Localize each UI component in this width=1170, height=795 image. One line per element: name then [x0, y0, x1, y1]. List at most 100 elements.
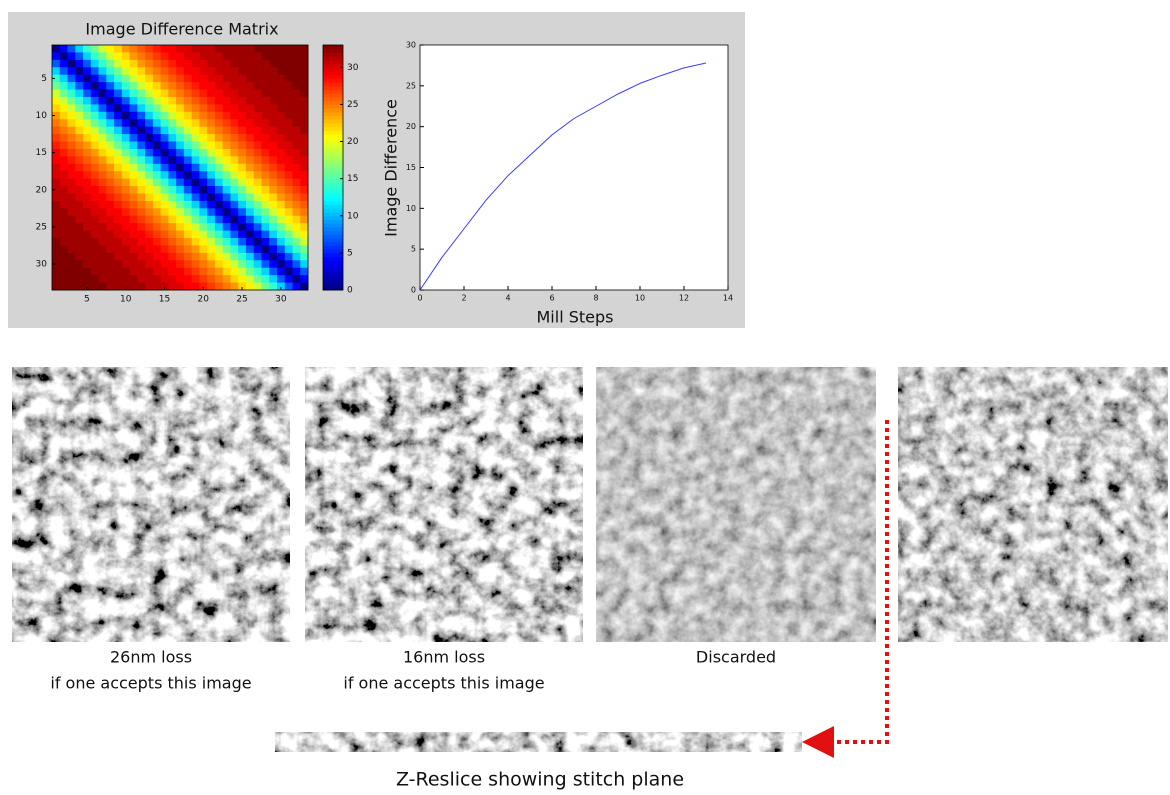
heatmap-cell: [137, 275, 146, 283]
heatmap-cell: [168, 134, 177, 142]
heatmap-cell: [152, 82, 162, 90]
heatmap-cell: [276, 111, 286, 120]
heatmap-cell: [145, 45, 154, 53]
colorbar-stripe: [323, 148, 343, 154]
heatmap-cell: [106, 163, 115, 172]
heatmap-cell: [52, 141, 61, 150]
heatmap-cell: [160, 119, 169, 128]
heatmap-cell: [238, 252, 247, 261]
heatmap-cell: [214, 67, 224, 76]
heatmap-cell: [129, 193, 138, 202]
heatmap-cell: [67, 282, 76, 291]
heatmap-cell: [292, 141, 301, 150]
heatmap-cell: [121, 141, 130, 150]
heatmap-cell: [300, 82, 309, 90]
heatmap-cell: [106, 193, 115, 202]
heatmap-cell: [90, 134, 99, 142]
heatmap-cell: [238, 126, 247, 135]
heatmap-cell: [300, 89, 309, 98]
heatmap-cell: [129, 230, 138, 239]
colorbar-stripe: [323, 252, 343, 258]
heatmap-cell: [191, 208, 200, 217]
heatmap-cell: [253, 59, 262, 68]
heatmap-cell: [152, 89, 162, 98]
colorbar-stripe: [323, 278, 343, 284]
heatmap-cell: [230, 156, 239, 165]
heatmap-cell: [145, 111, 154, 120]
heatmap-cell: [292, 282, 301, 291]
heatmap-cell: [269, 267, 278, 276]
heatmap-cell: [75, 156, 84, 165]
colorbar-stripe: [323, 137, 343, 143]
heatmap-cell: [261, 252, 270, 261]
heatmap-cell: [191, 45, 200, 53]
heatmap-cell: [276, 245, 286, 254]
heatmap-cell: [292, 134, 301, 142]
heatmap-cell: [207, 111, 216, 120]
heatmap-cell: [253, 245, 262, 254]
heatmap-cell: [145, 171, 154, 180]
heatmap-cell: [176, 230, 185, 239]
heatmap-cell: [98, 119, 107, 128]
heatmap-cell: [168, 171, 177, 180]
colorbar-stripe: [323, 267, 343, 272]
colorbar-stripe: [323, 238, 343, 243]
heatmap-cell: [75, 96, 84, 105]
heatmap-cell: [300, 171, 309, 180]
heatmap-cell: [199, 45, 208, 53]
heatmap-cell: [183, 52, 193, 61]
heatmap-cell: [98, 126, 107, 135]
heatmap-cell: [67, 275, 76, 283]
heatmap-cell: [176, 252, 185, 261]
heatmap-cell: [284, 156, 293, 165]
heatmap-cell: [284, 267, 293, 276]
heatmap-cell: [261, 111, 270, 120]
heatmap-cell: [168, 178, 177, 187]
heatmap-cell: [75, 230, 84, 239]
heatmap-cell: [59, 282, 68, 291]
colorbar-stripe: [323, 67, 343, 72]
heatmap-cell: [90, 215, 99, 224]
heatmap-cell: [238, 67, 247, 76]
y-tick-label: 5: [411, 245, 416, 254]
heatmap-cell: [222, 230, 231, 239]
colorbar-stripe: [323, 96, 343, 102]
heatmap-cell: [183, 215, 193, 224]
heatmap-cell: [59, 104, 68, 113]
heatmap-cell: [75, 245, 84, 254]
heatmap-cell: [121, 89, 130, 98]
heatmap-cell: [230, 252, 239, 261]
heatmap-cell: [261, 193, 270, 202]
heatmap-cell: [59, 245, 68, 254]
heatmap-cell: [106, 223, 115, 232]
heatmap-cell: [145, 230, 154, 239]
colorbar-stripe: [323, 48, 343, 53]
y-tick-label: 10: [36, 111, 48, 121]
heatmap-cell: [261, 215, 270, 224]
heatmap-cell: [207, 193, 216, 202]
heatmap-cell: [129, 74, 138, 83]
heatmap-cell: [300, 52, 309, 61]
heatmap-cell: [300, 267, 309, 276]
heatmap-cell: [207, 59, 216, 68]
heatmap-cell: [52, 82, 61, 90]
heatmap-cell: [121, 134, 130, 142]
heatmap-cell: [90, 52, 99, 61]
heatmap-cell: [52, 171, 61, 180]
heatmap-cell: [121, 245, 130, 254]
heatmap-cell: [292, 111, 301, 120]
heatmap-cell: [222, 171, 231, 180]
heatmap-cell: [230, 74, 239, 83]
heatmap-cell: [214, 245, 224, 254]
colorbar-stripe: [323, 100, 343, 105]
heatmap-cell: [67, 89, 76, 98]
heatmap-cell: [292, 275, 301, 283]
heatmap-cell: [245, 59, 255, 68]
heatmap-cell: [168, 208, 177, 217]
colorbar-stripe: [323, 204, 343, 209]
heatmap-cell: [52, 156, 61, 165]
heatmap-cell: [160, 67, 169, 76]
heatmap-cell: [98, 156, 107, 165]
heatmap-cell: [83, 96, 92, 105]
heatmap-cell: [253, 126, 262, 135]
